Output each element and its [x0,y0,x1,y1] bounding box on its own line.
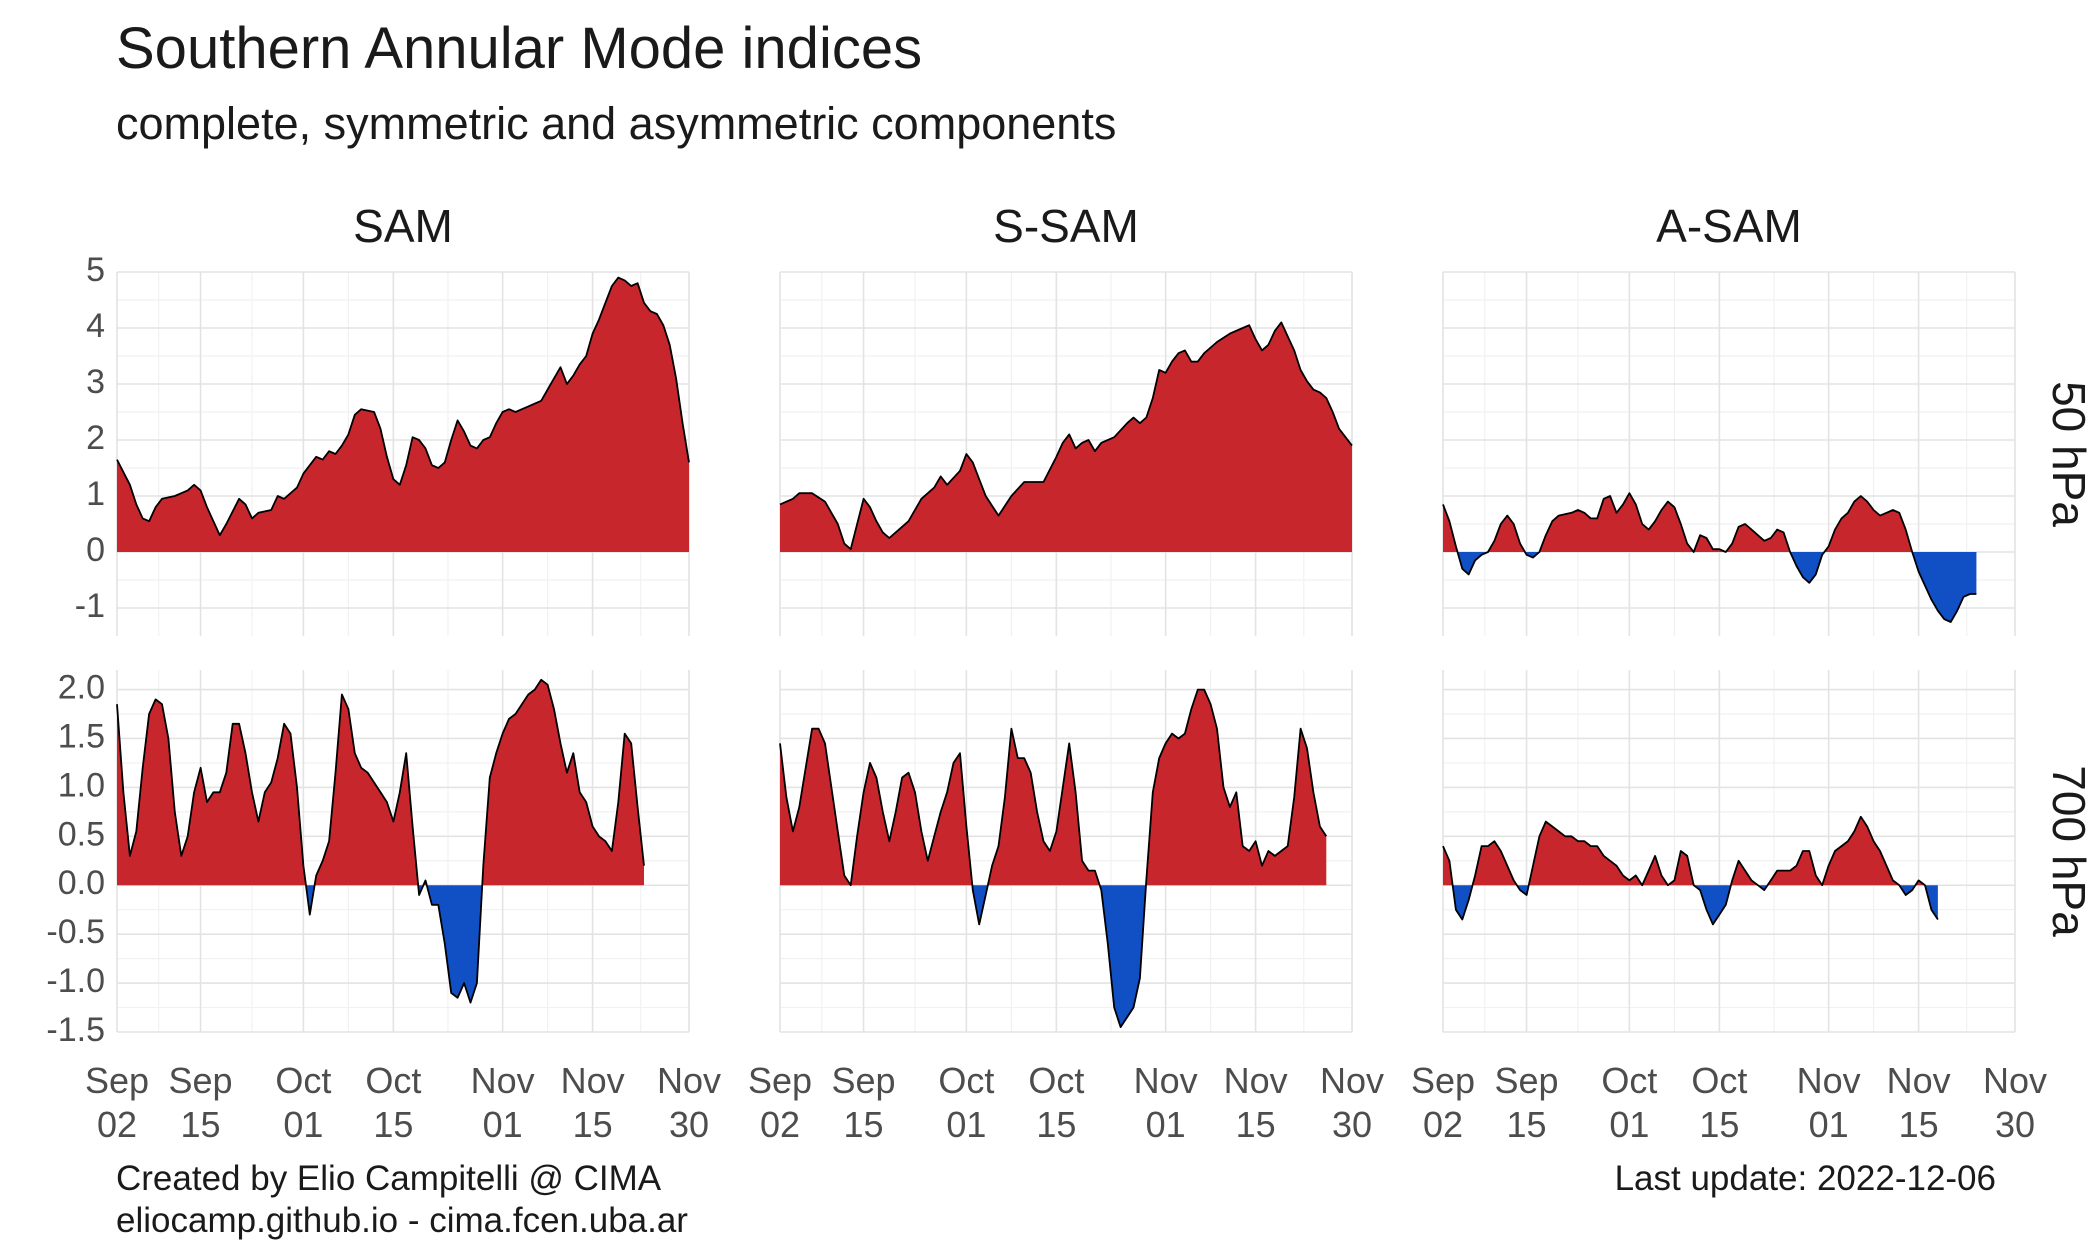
x-tick-label-month: Oct [1691,1060,1747,1101]
panel-sam-50hpa [116,271,690,636]
x-tick-label-day: 01 [946,1104,986,1145]
x-tick-label-month: Nov [1134,1060,1198,1101]
x-tick-label-month: Nov [1797,1060,1861,1101]
y-tick-label: 2 [86,419,105,457]
y-tick-label: 0.5 [58,815,105,853]
facet-label-s-sam: S-SAM [993,200,1139,252]
x-tick-label-day: 01 [1609,1104,1649,1145]
x-tick-label-month: Oct [275,1060,331,1101]
x-tick-label-day: 15 [844,1104,884,1145]
last-update-caption: Last update: 2022-12-06 [1614,1159,1996,1198]
x-tick-label-day: 15 [373,1104,413,1145]
facet-label-sam: SAM [353,200,453,252]
facet-label-a-sam: A-SAM [1656,200,1802,252]
x-tick-label-day: 30 [1332,1104,1372,1145]
x-tick-label-month: Nov [561,1060,625,1101]
panel-a-sam-700hpa [1442,670,2016,1033]
chart-title: Southern Annular Mode indices [116,16,923,81]
x-tick-label-month: Sep [1411,1060,1475,1101]
x-tick-label-day: 15 [181,1104,221,1145]
y-tick-label: 4 [86,307,105,345]
positive-area [117,277,689,552]
x-tick-label-month: Oct [1601,1060,1657,1101]
credit-author: Created by Elio Campitelli @ CIMA [116,1159,662,1198]
positive-area [117,679,645,886]
panel-a-sam-50hpa [1442,271,2016,636]
x-tick-label-day: 30 [669,1104,709,1145]
x-tick-label-day: 01 [483,1104,523,1145]
negative-area [1443,552,1977,622]
credit-caption: Created by Elio Campitelli @ CIMA elioca… [116,1158,688,1242]
x-tick-label-day: 01 [1809,1104,1849,1145]
x-tick-label-month: Sep [85,1060,149,1101]
x-tick-label-day: 15 [573,1104,613,1145]
panel-sam-700hpa [116,670,690,1033]
x-tick-label-day: 15 [1899,1104,1939,1145]
positive-area [1443,493,1977,552]
y-tick-label: 1.5 [58,717,105,755]
y-tick-label: -1.0 [46,962,105,1000]
x-tick-label-month: Sep [169,1060,233,1101]
x-tick-label-month: Nov [657,1060,721,1101]
negative-area [117,885,645,1003]
series-line [779,321,1353,551]
x-tick-label-day: 15 [1036,1104,1076,1145]
series-line [1442,492,1977,623]
y-tick-label: 5 [86,251,105,289]
x-tick-label-month: Sep [748,1060,812,1101]
series-line [116,678,645,1004]
y-tick-label: 0.0 [58,864,105,902]
series-line [779,688,1328,1028]
facet-label-50-hpa: 50 hPa [2043,381,2095,527]
x-tick-label-day: 01 [1146,1104,1186,1145]
positive-area [780,322,1352,552]
y-tick-label: 2.0 [58,669,105,707]
y-tick-label: -1.5 [46,1011,105,1049]
x-tick-label-month: Nov [1983,1060,2047,1101]
x-tick-label-day: 15 [1699,1104,1739,1145]
positive-area [1443,816,1938,886]
x-tick-label-month: Nov [1224,1060,1288,1101]
y-tick-label: 1 [86,475,105,513]
positive-area [780,689,1327,886]
x-tick-label-day: 02 [1423,1104,1463,1145]
x-tick-label-day: 02 [97,1104,137,1145]
x-tick-label-month: Nov [1320,1060,1384,1101]
y-tick-label: -0.5 [46,913,105,951]
series-line [1442,815,1939,926]
x-tick-label-day: 01 [283,1104,323,1145]
x-tick-label-month: Oct [938,1060,994,1101]
y-tick-label: 3 [86,363,105,401]
y-tick-label: 0 [86,531,105,569]
negative-area [780,885,1327,1028]
chart-subtitle: complete, symmetric and asymmetric compo… [116,98,1117,149]
facet-label-700-hpa: 700 hPa [2043,765,2095,937]
panel-s-sam-700hpa [779,670,1353,1033]
x-tick-label-day: 15 [1507,1104,1547,1145]
panel-s-sam-50hpa [779,271,1353,636]
negative-area [1443,885,1938,925]
series-line [116,276,690,537]
y-tick-label: -1 [75,587,105,625]
x-tick-label-month: Nov [1887,1060,1951,1101]
x-tick-label-month: Sep [1495,1060,1559,1101]
x-tick-label-month: Nov [471,1060,535,1101]
x-tick-label-month: Oct [365,1060,421,1101]
x-tick-label-month: Sep [832,1060,896,1101]
y-tick-label: 1.0 [58,766,105,804]
x-tick-label-day: 15 [1236,1104,1276,1145]
x-tick-label-day: 02 [760,1104,800,1145]
x-tick-label-month: Oct [1028,1060,1084,1101]
credit-websites: eliocamp.github.io - cima.fcen.uba.ar [116,1201,688,1240]
x-tick-label-day: 30 [1995,1104,2035,1145]
